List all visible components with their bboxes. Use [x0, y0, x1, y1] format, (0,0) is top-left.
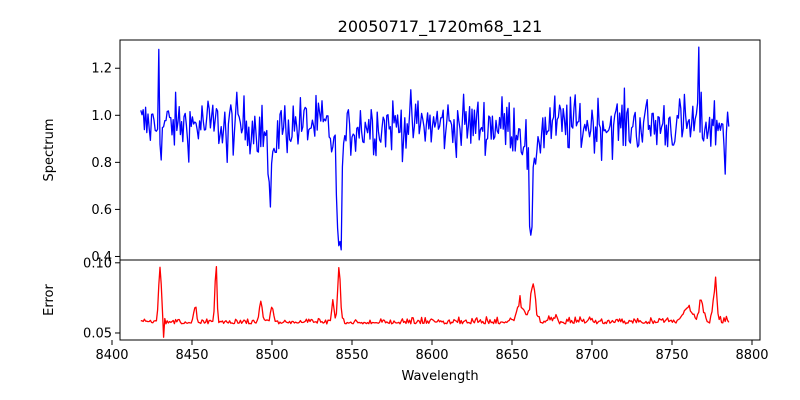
- chart-title: 20050717_1720m68_121: [338, 17, 543, 37]
- x-tick-label: 8450: [175, 348, 208, 363]
- x-tick-label: 8650: [495, 348, 528, 363]
- spectrum-y-tick-label: 0.8: [91, 156, 112, 171]
- x-tick-label: 8700: [575, 348, 608, 363]
- error-y-tick-label: 0.10: [83, 256, 112, 271]
- spectrum-series-line: [140, 46, 730, 251]
- x-tick-label: 8400: [95, 348, 128, 363]
- spectrum-line-group: [140, 46, 730, 251]
- error-y-tick-label: 0.05: [83, 326, 112, 341]
- error-y-ticks: 0.05 0.10: [83, 256, 120, 341]
- x-tick-label: 8500: [255, 348, 288, 363]
- x-axis-label: Wavelength: [401, 369, 478, 384]
- spectrum-axes-frame: [119, 39, 761, 261]
- spectrum-y-tick-label: 1.0: [91, 109, 112, 124]
- spectrum-y-label: Spectrum: [42, 119, 57, 182]
- spectrum-panel: 0.4 0.6 0.8 1.0 1.2 Spectrum: [42, 39, 761, 265]
- x-tick-label: 8600: [415, 348, 448, 363]
- error-y-label: Error: [42, 284, 57, 316]
- spectrum-y-tick-label: 0.4: [91, 250, 112, 265]
- x-tick-label: 8550: [335, 348, 368, 363]
- spectrum-y-ticks: 0.4 0.6 0.8 1.0 1.2: [91, 62, 120, 265]
- error-axes-frame: [119, 259, 761, 341]
- spectrum-y-tick-label: 0.6: [91, 203, 112, 218]
- error-line-group: [140, 266, 730, 338]
- error-panel: 0.05 0.10 Error: [42, 256, 761, 341]
- error-series-line: [140, 266, 730, 338]
- x-axis-ticks: 8400 8450 8500 8550 8600 8650 8700 8750 8800: [95, 340, 769, 363]
- x-tick-label: 8750: [655, 348, 688, 363]
- x-tick-label: 8800: [735, 348, 768, 363]
- spectrum-y-tick-label: 1.2: [91, 62, 112, 77]
